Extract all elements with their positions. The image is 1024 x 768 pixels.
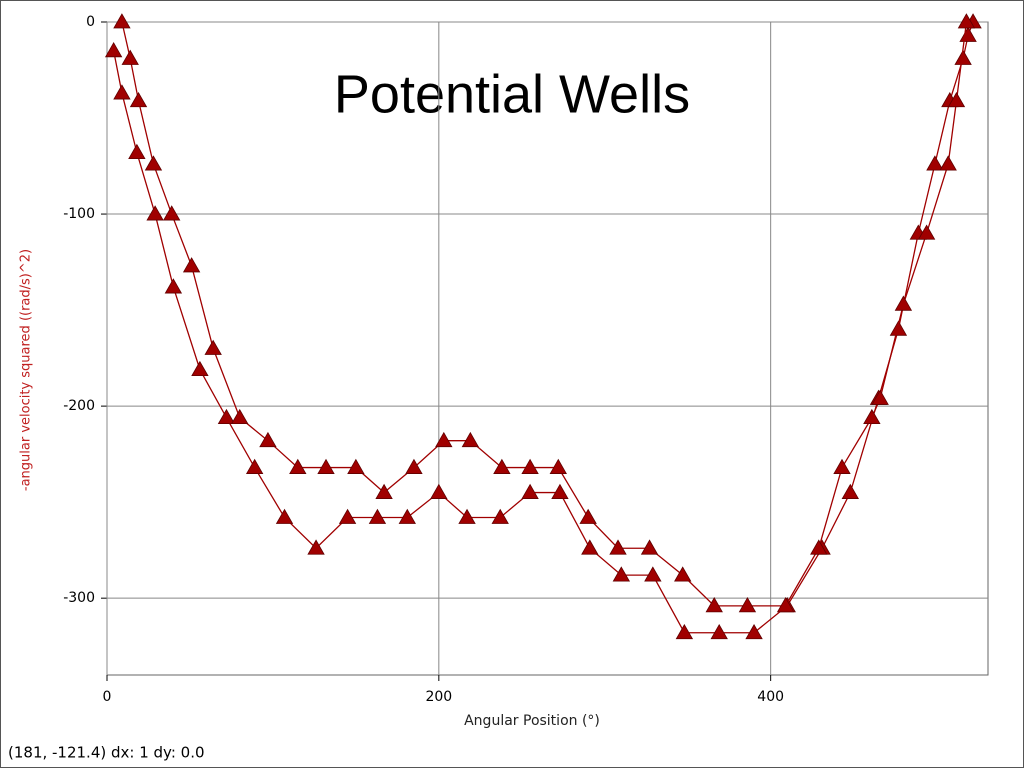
data-point: [640, 539, 659, 555]
data-point: [863, 408, 881, 425]
data-point: [163, 205, 181, 221]
data-point: [182, 257, 201, 273]
data-point: [368, 508, 387, 524]
data-point: [493, 458, 511, 474]
x-tick-label: 400: [757, 689, 784, 705]
data-point: [338, 508, 357, 524]
data-point: [121, 49, 139, 65]
y-tick-label: -100: [63, 206, 95, 222]
data-point: [307, 539, 325, 555]
data-point: [612, 566, 631, 582]
data-point: [146, 205, 164, 221]
y-tick-label: -200: [63, 398, 95, 414]
data-point: [926, 155, 944, 171]
data-point: [894, 295, 913, 311]
data-point: [113, 13, 131, 29]
data-point: [521, 458, 539, 474]
data-point: [581, 539, 599, 555]
data-point: [833, 458, 851, 474]
data-point: [674, 566, 692, 582]
data-point: [461, 431, 480, 448]
data-point: [191, 360, 209, 377]
data-point: [113, 84, 131, 100]
data-point: [939, 155, 957, 171]
data-point: [579, 508, 597, 524]
data-point: [347, 458, 365, 474]
data-point: [551, 483, 569, 499]
data-point: [458, 508, 476, 524]
data-point: [675, 623, 694, 640]
data-point: [609, 539, 627, 555]
chart-title: Potential Wells: [334, 64, 690, 124]
data-point: [317, 458, 335, 474]
data-point: [954, 49, 972, 65]
data-point: [375, 483, 393, 499]
data-point: [549, 458, 567, 474]
x-tick-label: 0: [103, 689, 112, 705]
data-point: [144, 155, 163, 171]
data-point: [491, 508, 509, 524]
data-point: [745, 623, 763, 640]
x-tick-label: 200: [425, 689, 452, 705]
data-point: [644, 566, 662, 582]
data-point: [889, 320, 908, 336]
data-point: [104, 42, 123, 58]
data-point: [776, 597, 795, 613]
data-point: [871, 389, 889, 405]
data-point: [841, 483, 859, 499]
data-point: [738, 597, 757, 613]
y-tick-label: -300: [63, 590, 95, 606]
y-axis-label: -angular velocity squared ((rad/s)^2): [19, 249, 34, 491]
data-point: [217, 408, 236, 425]
data-point: [164, 278, 183, 294]
status-text: (181, -121.4) dx: 1 dy: 0.0: [8, 744, 205, 762]
data-point: [129, 91, 148, 108]
data-point: [435, 431, 453, 448]
y-tick-label: 0: [86, 14, 95, 30]
data-point: [705, 597, 723, 613]
data-point: [917, 224, 936, 240]
data-point: [810, 539, 828, 555]
data-point: [430, 483, 448, 499]
data-point: [957, 13, 976, 29]
data-point: [521, 483, 539, 499]
data-point: [259, 431, 277, 448]
data-point: [275, 508, 294, 524]
x-axis-label: Angular Position (°): [464, 713, 600, 729]
data-point: [947, 91, 966, 108]
data-point: [289, 458, 307, 474]
data-point: [398, 508, 416, 524]
data-point: [204, 339, 222, 355]
data-point: [710, 623, 728, 640]
data-point: [245, 458, 264, 474]
data-point: [128, 143, 146, 160]
data-point: [405, 458, 423, 474]
data-point: [231, 408, 249, 425]
